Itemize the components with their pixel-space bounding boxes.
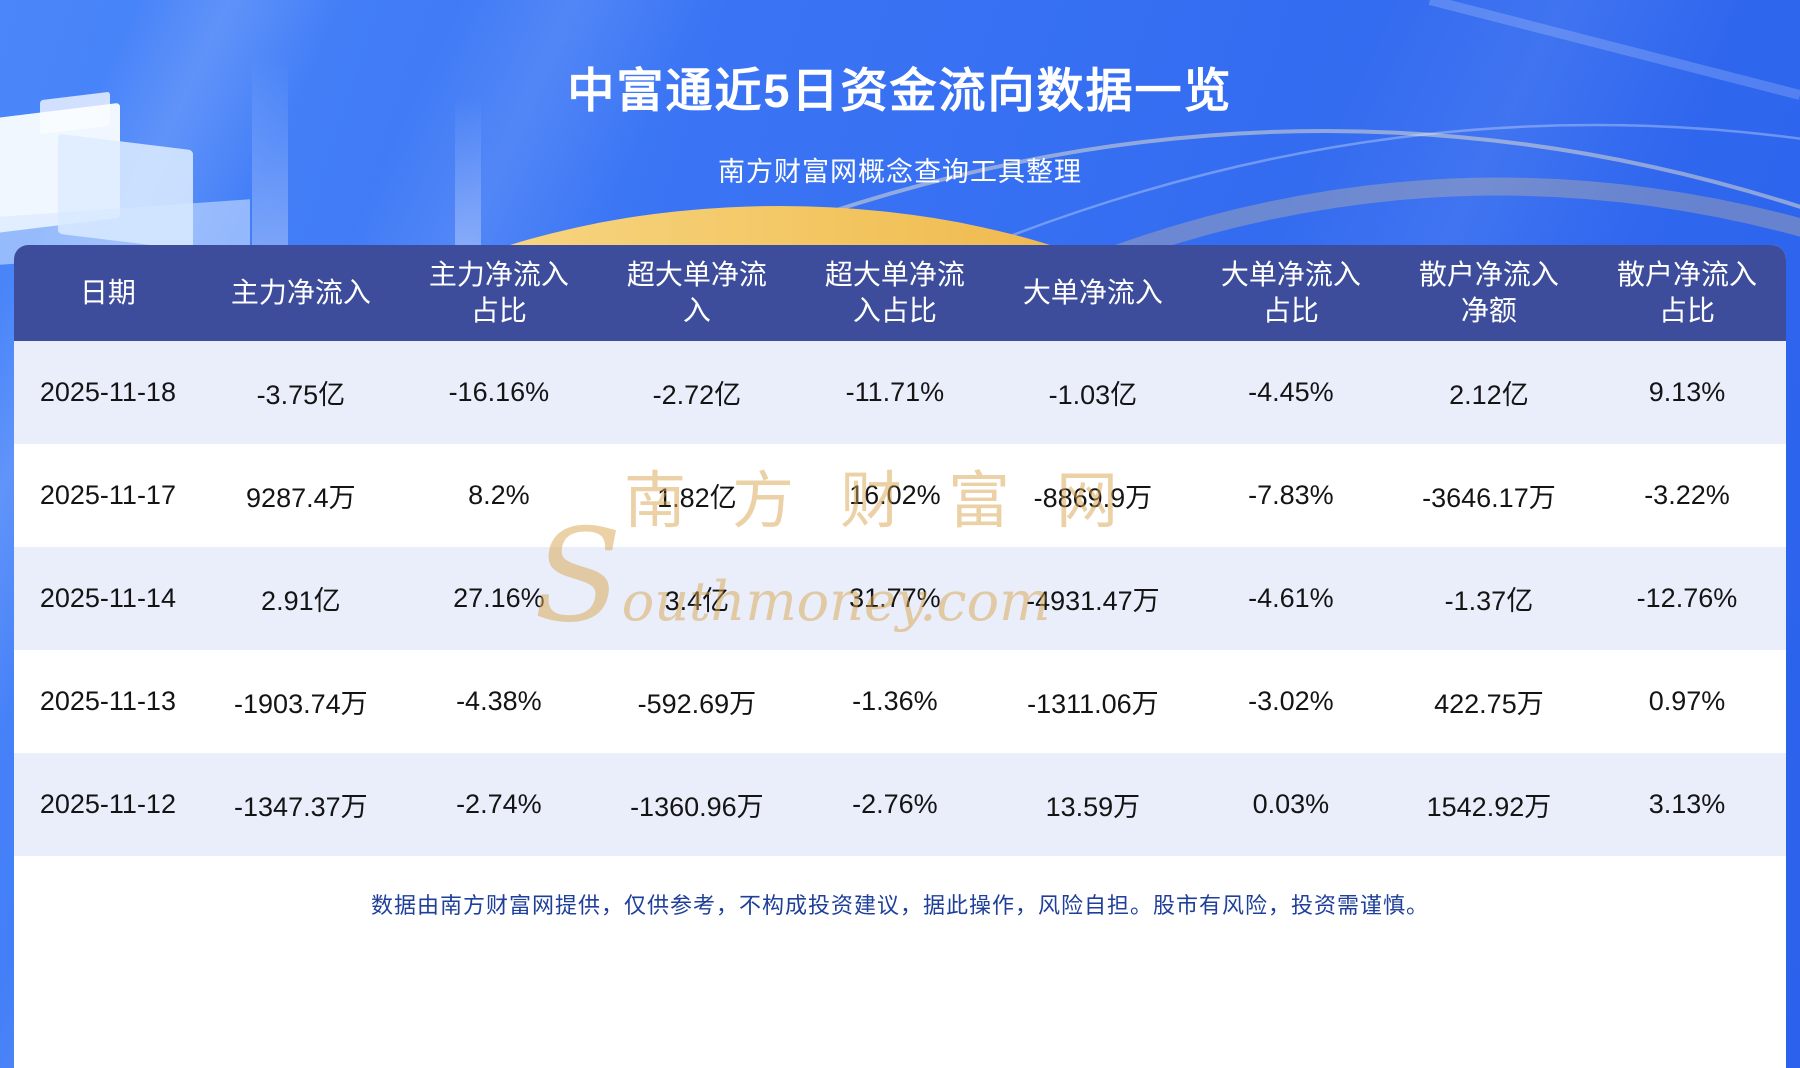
table-body: 2025-11-18 -3.75亿 -16.16% -2.72亿 -11.71% -1.0… (14, 341, 1786, 856)
column-header: 主力净流入占比 (428, 258, 569, 326)
value-cell: -4.61% (1248, 583, 1334, 613)
column-header: 日期 (79, 276, 136, 308)
date-cell: 2025-11-17 (39, 480, 176, 510)
value-cell: -4931.47万 (1026, 586, 1160, 616)
table-row: 2025-11-18 -3.75亿 -16.16% -2.72亿 -11.71% -1.0… (14, 341, 1786, 444)
value-cell: 9287.4万 (246, 483, 356, 513)
date-cell: 2025-11-12 (39, 789, 176, 819)
value-cell: -3.75亿 (256, 380, 346, 410)
value-cell: 8.2% (468, 480, 530, 510)
date-cell: 2025-11-14 (39, 583, 176, 613)
value-cell: -3.22% (1644, 480, 1730, 510)
column-header: 超大单净流入占比 (824, 258, 965, 326)
value-cell: -1.03亿 (1048, 380, 1138, 410)
page-title: 中富通近5日资金流向数据一览 (567, 64, 1233, 117)
page-subtitle: 南方财富网概念查询工具整理 (718, 157, 1082, 187)
value-cell: -11.71% (845, 377, 945, 407)
value-cell: -4.38% (456, 686, 542, 716)
column-header: 散户净流入净额 (1418, 258, 1559, 326)
value-cell: -1311.06万 (1027, 689, 1159, 719)
table-header: 日期 主力净流入 主力净流入占比 超大单净流入 超大单净流入占比 大单净流入 大单净流入占比… (14, 245, 1786, 341)
date-cell: 2025-11-18 (39, 377, 176, 407)
value-cell: -3646.17万 (1422, 483, 1556, 513)
value-cell: -1347.37万 (234, 792, 368, 822)
value-cell: -4.45% (1248, 377, 1334, 407)
value-cell: 27.16% (453, 583, 545, 613)
column-header: 超大单净流入 (626, 258, 767, 326)
value-cell: -8869.9万 (1033, 483, 1153, 513)
table-row: 2025-11-14 2.91亿 27.16% 3.4亿 31.77% -4931.47万… (14, 547, 1786, 650)
value-cell: -1903.74万 (234, 689, 368, 719)
value-cell: -16.16% (448, 377, 550, 407)
table-header-row: 日期 主力净流入 主力净流入占比 超大单净流入 超大单净流入占比 大单净流入 大单净流入占比… (14, 245, 1786, 341)
column-header: 主力净流入 (230, 276, 371, 308)
value-cell: -2.74% (456, 789, 542, 819)
value-cell: -3.02% (1248, 686, 1334, 716)
value-cell: -2.72亿 (652, 380, 742, 410)
value-cell: -1360.96万 (630, 792, 764, 822)
swoosh-arcs-decoration (699, 0, 1800, 260)
value-cell: -592.69万 (637, 689, 757, 719)
column-header: 大单净流入 (1022, 276, 1163, 308)
value-cell: 1.82亿 (657, 483, 737, 513)
value-cell: 0.97% (1648, 686, 1726, 716)
value-cell: 2.91亿 (261, 586, 341, 616)
date-cell: 2025-11-13 (39, 686, 176, 716)
value-cell: 31.77% (849, 583, 941, 613)
value-cell: 9.13% (1648, 377, 1726, 407)
fund-flow-table: 日期 主力净流入 主力净流入占比 超大单净流入 超大单净流入占比 大单净流入 大单净流入占比… (14, 245, 1786, 856)
value-cell: 3.13% (1648, 789, 1726, 819)
value-cell: -12.76% (1636, 583, 1738, 613)
column-header: 大单净流入占比 (1220, 258, 1361, 326)
value-cell: 3.4亿 (664, 586, 730, 616)
value-cell: 0.03% (1252, 789, 1330, 819)
column-header: 散户净流入占比 (1616, 258, 1757, 326)
table-row: 2025-11-12 -1347.37万 -2.74% -1360.96万 -2.76%… (14, 753, 1786, 856)
value-cell: 2.12亿 (1449, 380, 1529, 410)
table-row: 2025-11-17 9287.4万 8.2% 1.82亿 16.02% -8869.9万… (14, 444, 1786, 547)
value-cell: 1542.92万 (1426, 792, 1552, 822)
value-cell: -1.36% (852, 686, 938, 716)
value-cell: -7.83% (1248, 480, 1334, 510)
value-cell: -2.76% (852, 789, 938, 819)
disclaimer-text: 数据由南方财富网提供，仅供参考，不构成投资建议，据此操作，风险自担。股市有风险，… (370, 893, 1429, 918)
value-cell: 422.75万 (1434, 689, 1544, 719)
value-cell: -1.37亿 (1444, 586, 1534, 616)
data-table-card: 日期 主力净流入 主力净流入占比 超大单净流入 超大单净流入占比 大单净流入 大单净流入占比… (14, 245, 1786, 1068)
value-cell: 16.02% (849, 480, 941, 510)
value-cell: 13.59万 (1045, 792, 1141, 822)
table-row: 2025-11-13 -1903.74万 -4.38% -592.69万 -1.36% -… (14, 650, 1786, 753)
